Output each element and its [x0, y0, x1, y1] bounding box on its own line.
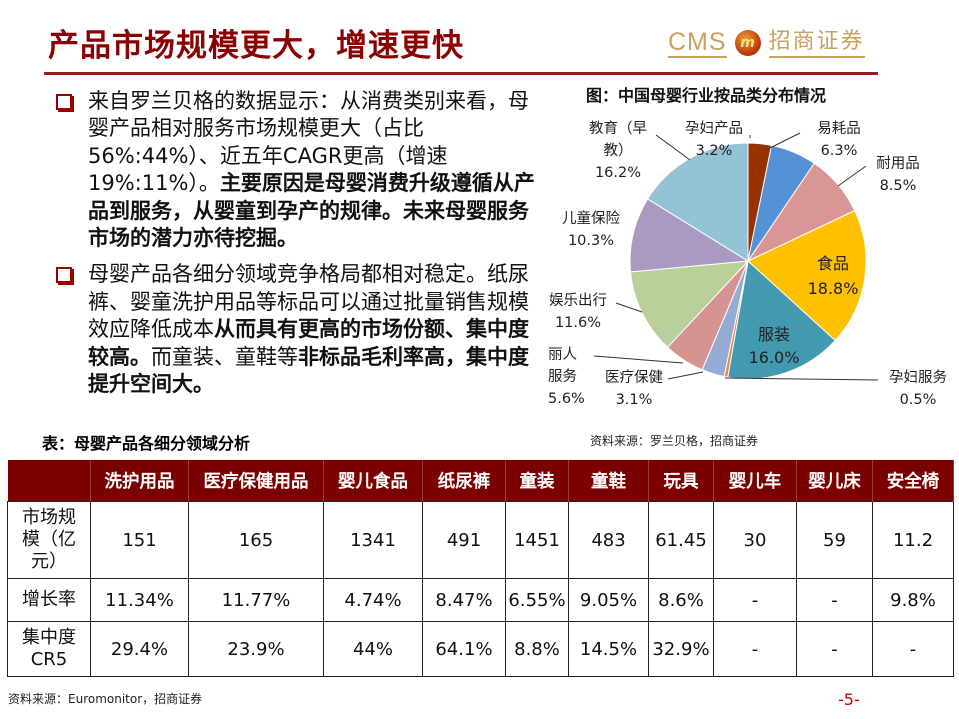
table-cell: 11.2 [872, 501, 954, 579]
leader-line [837, 165, 867, 187]
bullet-bold-text: 主要原因是母婴消费升级遵循从产品到服务，从婴童到孕产的规律。未来母婴服务市场的潜… [88, 171, 535, 251]
square-bullet-icon [56, 267, 72, 284]
square-bullet-icon [56, 94, 72, 110]
table-cell: 9.05% [568, 578, 649, 622]
table-source: 资料来源：Euromonitor，招商证券 [8, 692, 203, 706]
column-header: 婴儿车 [713, 460, 797, 502]
table-cell: 29.4% [90, 621, 189, 677]
table-cell: 8.8% [505, 621, 569, 677]
chart-title: 图：中国母婴行业按品类分布情况 [586, 86, 827, 105]
pie-label-maternity-products: 孕妇产品 3.2% [685, 121, 743, 159]
table-row: 增长率 11.34% 11.77% 4.74% 8.47% 6.55% 9.05… [7, 578, 954, 622]
table-cell: 11.77% [188, 578, 324, 622]
leader-line [615, 302, 643, 313]
column-header: 玩具 [648, 460, 714, 502]
table-cell: 6.55% [505, 578, 569, 622]
leader-line [593, 355, 684, 364]
pie-label-food: 食品 18.8% [807, 254, 859, 298]
table-cell: 64.1% [422, 621, 506, 677]
leader-line [655, 134, 691, 161]
pie-label-maternity-services: 孕妇服务 0.5% [889, 370, 947, 408]
logo-chinese: 招商证券 [768, 28, 865, 58]
pie-label-beauty-services: 丽人 服务 5.6% [548, 347, 585, 407]
row-header: 集中度CR5 [7, 621, 91, 677]
pie-slice [646, 142, 749, 262]
chart-source: 资料来源：罗兰贝格，招商证券 [590, 434, 759, 448]
table-row: 市场规模（亿元） 151 165 1341 491 1451 483 61.45… [7, 501, 954, 579]
page-number: -5- [838, 690, 860, 709]
pie-slice [629, 198, 750, 273]
table-cell: - [872, 621, 954, 677]
bullet-text: 而童装、童鞋等 [151, 344, 298, 369]
table-cell: 61.45 [648, 501, 714, 579]
column-header: 安全椅 [872, 460, 954, 502]
column-header: 婴儿食品 [323, 460, 423, 502]
pie-slice [629, 260, 750, 349]
table-cell: 8.47% [422, 578, 506, 622]
page-title: 产品市场规模更大，增速更快 [48, 28, 464, 64]
table-cell: 23.9% [188, 621, 324, 677]
leader-line [769, 132, 801, 149]
table-cell: 14.5% [568, 621, 649, 677]
segment-table: 洗护用品 医疗保健用品 婴儿食品 纸尿裤 童装 童鞋 玩具 婴儿车 婴儿床 安全… [7, 460, 954, 677]
title-divider [44, 72, 878, 75]
column-header: 纸尿裤 [422, 460, 506, 502]
column-header: 洗护用品 [90, 460, 189, 502]
table-cell: - [713, 578, 797, 622]
logo-emblem-icon: m [734, 30, 761, 56]
table-cell: 1341 [323, 501, 423, 579]
bullet-text: 来自罗兰贝格的数据显示：从消费类别来看，母婴产品相对服务市场规模更大（占比56%… [88, 89, 529, 196]
table-cell: 8.6% [648, 578, 714, 622]
column-header: 医疗保健用品 [188, 460, 324, 502]
pie-label-consumables: 易耗品 6.3% [817, 121, 861, 159]
table-cell: - [713, 621, 797, 677]
table-cell: 11.34% [90, 578, 189, 622]
table-cell: 483 [568, 501, 649, 579]
table-cell: - [796, 621, 873, 677]
table-cell: 32.9% [648, 621, 714, 677]
table-title: 表：母婴产品各细分领域分析 [42, 434, 251, 453]
bullet-list: 来自罗兰贝格的数据显示：从消费类别来看，母婴产品相对服务市场规模更大（占比56%… [54, 88, 539, 398]
table-cell: 59 [796, 501, 873, 579]
column-header: 婴儿床 [796, 460, 873, 502]
row-header: 市场规模（亿元） [7, 501, 91, 579]
cms-logo: CMS m 招商证券 [668, 26, 865, 60]
bullet-text: 母婴产品各细分领域竞争格局都相对稳定。纸尿裤、婴童洗护用品等标品可以通过批量销售… [88, 262, 529, 342]
logo-latin: CMS [668, 28, 727, 58]
table-cell: - [796, 578, 873, 622]
column-header: 童装 [505, 460, 569, 502]
pie-label-entertainment-travel: 娱乐出行 11.6% [549, 293, 607, 331]
table-cell: 4.74% [323, 578, 423, 622]
row-header: 增长率 [7, 578, 91, 622]
pie-slice [747, 209, 867, 342]
table-cell: 30 [713, 501, 797, 579]
table-cell: 1451 [505, 501, 569, 579]
table-cell: 491 [422, 501, 506, 579]
leader-line [724, 377, 879, 381]
pie-label-durables: 耐用品 8.5% [876, 156, 920, 194]
bullet-bold-text: 从而具有更高的市场份额、集中度较高。 [88, 317, 529, 369]
pie-label-healthcare: 医疗保健 3.1% [605, 370, 663, 408]
table-header-row: 洗护用品 医疗保健用品 婴儿食品 纸尿裤 童装 童鞋 玩具 婴儿车 婴儿床 安全… [7, 460, 954, 502]
bullet-item: 来自罗兰贝格的数据显示：从消费类别来看，母婴产品相对服务市场规模更大（占比56%… [54, 88, 539, 252]
table-cell: 9.8% [872, 578, 954, 622]
bullet-item: 母婴产品各细分领域竞争格局都相对稳定。纸尿裤、婴童洗护用品等标品可以通过批量销售… [54, 261, 539, 398]
bullet-bold-text: 非标品毛利率高，集中度提升空间大。 [88, 344, 529, 397]
column-header: 童鞋 [568, 460, 649, 502]
pie-label-child-insurance: 儿童保险 10.3% [562, 211, 620, 249]
leader-line [667, 371, 704, 380]
table-cell: 151 [90, 501, 189, 579]
column-header [7, 460, 91, 502]
table-row: 集中度CR5 29.4% 23.9% 44% 64.1% 8.8% 14.5% … [7, 621, 954, 677]
table-cell: 165 [188, 501, 324, 579]
pie-label-apparel: 服装 16.0% [748, 325, 800, 367]
table-cell: 44% [323, 621, 423, 677]
pie-label-education: 教育（早 教） 16.2% [589, 121, 647, 181]
